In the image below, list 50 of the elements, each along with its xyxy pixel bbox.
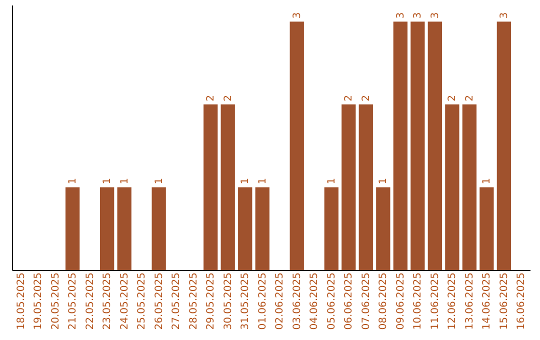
data-label: 3 xyxy=(292,12,303,19)
x-tick-label: 14.06.2025 xyxy=(482,272,493,330)
x-tick-label: 24.05.2025 xyxy=(119,272,130,330)
x-tick-label: 21.05.2025 xyxy=(68,272,79,330)
x-tick-label: 22.05.2025 xyxy=(84,272,96,330)
x-tick-label: 04.06.2025 xyxy=(309,272,320,330)
x-tick-label: 31.05.2025 xyxy=(240,272,252,330)
x-tick-label: 15.06.2025 xyxy=(498,272,510,330)
data-label: 2 xyxy=(464,95,476,102)
data-label: 2 xyxy=(447,95,458,102)
x-tick-label: 02.06.2025 xyxy=(274,272,286,330)
x-tick-label: 13.06.2025 xyxy=(464,272,476,330)
data-label: 1 xyxy=(378,178,390,184)
x-tick-label: 05.06.2025 xyxy=(326,272,338,330)
x-tick-label: 25.05.2025 xyxy=(136,272,148,330)
x-tick-label: 20.05.2025 xyxy=(50,272,62,330)
x-tick-label: 01.06.2025 xyxy=(257,272,268,330)
x-tick-label: 12.06.2025 xyxy=(447,272,458,330)
x-tick-label: 07.06.2025 xyxy=(360,272,372,330)
data-label: 3 xyxy=(430,12,441,19)
data-label: 2 xyxy=(360,95,372,102)
x-tick-label: 18.05.2025 xyxy=(16,272,27,330)
x-tick-label: 27.05.2025 xyxy=(171,272,182,330)
data-label: 1 xyxy=(119,178,130,184)
x-tick-label: 28.05.2025 xyxy=(188,272,200,330)
data-label: 2 xyxy=(206,95,217,102)
data-label: 3 xyxy=(412,12,424,19)
x-tick-label: 26.05.2025 xyxy=(154,272,165,330)
data-label: 1 xyxy=(68,178,79,184)
data-label: 1 xyxy=(154,178,165,184)
x-tick-label: 03.06.2025 xyxy=(292,272,303,330)
x-tick-label: 10.06.2025 xyxy=(412,272,424,330)
x-tick-label: 08.06.2025 xyxy=(378,272,390,330)
data-label: 1 xyxy=(240,178,252,184)
x-tick-label: 06.06.2025 xyxy=(344,272,355,330)
x-tick-label: 30.05.2025 xyxy=(222,272,234,330)
x-tick-label: 19.05.2025 xyxy=(33,272,44,330)
x-tick-label: 11.06.2025 xyxy=(430,272,441,330)
data-label: 1 xyxy=(257,178,268,184)
data-label: 3 xyxy=(395,12,406,19)
data-label: 2 xyxy=(222,95,234,102)
x-tick-label: 09.06.2025 xyxy=(395,272,406,330)
x-tick-label: 16.06.2025 xyxy=(516,272,528,330)
data-label: 1 xyxy=(482,178,493,184)
data-label: 1 xyxy=(102,178,114,184)
x-tick-label: 29.05.2025 xyxy=(206,272,217,330)
data-label: 3 xyxy=(498,12,510,19)
data-label: 1 xyxy=(326,178,338,184)
data-label: 2 xyxy=(344,95,355,102)
x-tick-label: 23.05.2025 xyxy=(102,272,114,330)
